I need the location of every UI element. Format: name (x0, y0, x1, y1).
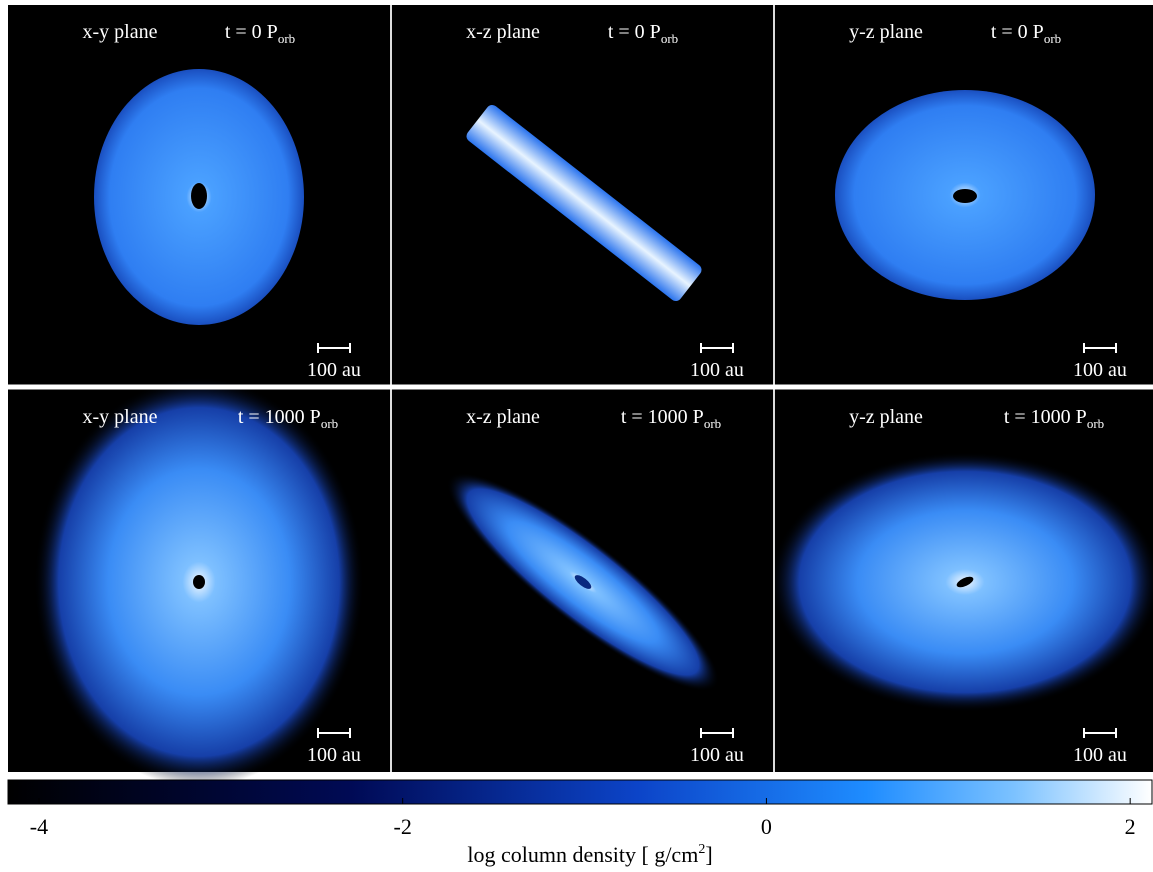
time-text: t = 0 P (991, 21, 1044, 43)
colorbar-tick-label: 0 (761, 814, 772, 839)
colorbar-tick-label: -4 (30, 814, 48, 839)
scale-label: 100 au (307, 744, 361, 766)
time-sub: orb (278, 31, 295, 46)
colorbar-tick-label: 2 (1125, 814, 1136, 839)
disks (34, 69, 1153, 787)
scale-label: 100 au (690, 359, 744, 381)
scale-label: 100 au (1073, 359, 1127, 381)
time-label: t = 0 Porb (991, 21, 1061, 46)
dividers (8, 5, 1153, 772)
scale-bar (700, 728, 734, 738)
scale-bar (1083, 728, 1117, 738)
scale-bar (317, 728, 351, 738)
time-label: t = 1000 Porb (621, 406, 721, 431)
colorbar-tick-label: -2 (394, 814, 412, 839)
plane-label: y-z plane (849, 21, 923, 43)
scale-bar (700, 343, 734, 353)
time-label: t = 0 Porb (608, 21, 678, 46)
time-sub: orb (1087, 416, 1104, 431)
time-label: t = 1000 Porb (1004, 406, 1104, 431)
plane-label: x-y plane (83, 406, 158, 428)
scale-bar (1083, 343, 1117, 353)
colorbar (7, 779, 1153, 805)
scale-label: 100 au (1073, 744, 1127, 766)
time-text: t = 0 P (608, 21, 661, 43)
plane-label: x-y plane (83, 21, 158, 43)
time-sub: orb (1044, 31, 1061, 46)
plane-label: x-z plane (466, 406, 540, 428)
plane-label: y-z plane (849, 406, 923, 428)
colorbar-label: log column density [ g/cm2] (467, 842, 712, 867)
time-sub: orb (661, 31, 678, 46)
time-text: t = 1000 P (238, 406, 321, 428)
time-text: t = 1000 P (1004, 406, 1087, 428)
time-sub: orb (321, 416, 338, 431)
scale-label: 100 au (690, 744, 744, 766)
time-text: t = 1000 P (621, 406, 704, 428)
plane-label: x-z plane (466, 21, 540, 43)
time-label: t = 1000 Porb (238, 406, 338, 431)
scale-bar (317, 343, 351, 353)
time-text: t = 0 P (225, 21, 278, 43)
time-label: t = 0 Porb (225, 21, 295, 46)
time-sub: orb (704, 416, 721, 431)
scale-label: 100 au (307, 359, 361, 381)
